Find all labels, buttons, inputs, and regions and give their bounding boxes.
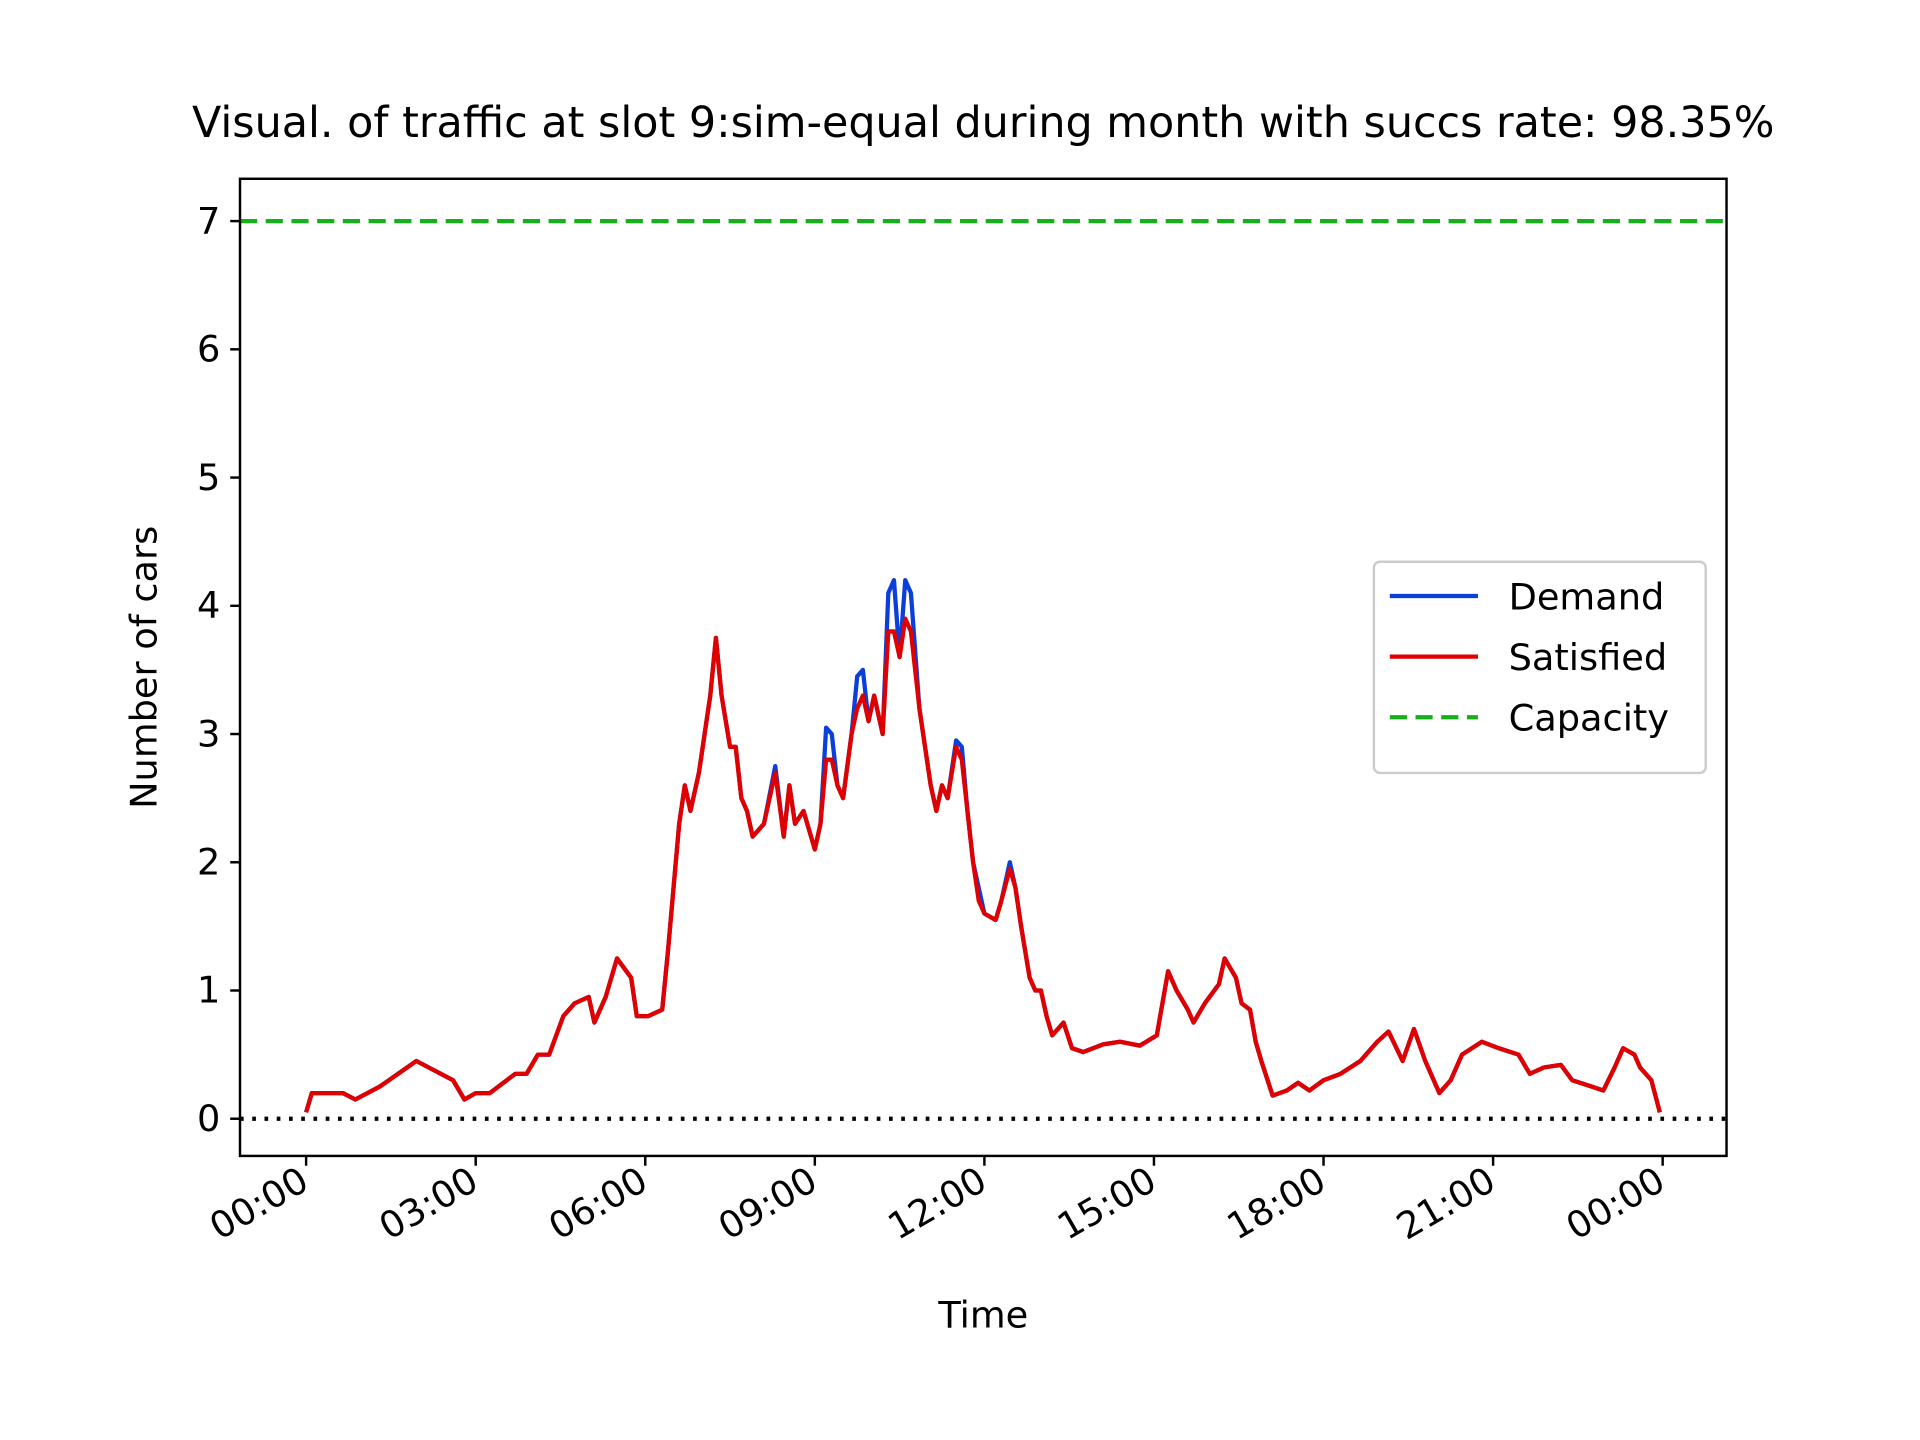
y-tick-label: 6	[197, 328, 220, 371]
y-tick-label: 2	[197, 841, 220, 884]
y-axis-label: Number of cars	[123, 526, 166, 809]
chart-title: Visual. of traffic at slot 9:sim-equal d…	[192, 98, 1774, 148]
series-line	[304, 616, 1662, 1113]
legend-label: Capacity	[1509, 697, 1669, 740]
legend-box	[1372, 560, 1707, 775]
y-tick-label: 1	[197, 969, 220, 1012]
y-tick-label: 7	[197, 199, 220, 242]
legend-label: Demand	[1509, 575, 1665, 618]
legend-label: Satisfied	[1509, 636, 1668, 679]
y-tick-label: 3	[197, 712, 220, 755]
y-tick-label: 0	[197, 1097, 220, 1140]
y-tick-label: 4	[197, 584, 220, 627]
plot-frame	[238, 177, 1728, 1158]
x-axis-label: Time	[937, 1293, 1028, 1336]
y-tick-label: 5	[197, 456, 220, 499]
